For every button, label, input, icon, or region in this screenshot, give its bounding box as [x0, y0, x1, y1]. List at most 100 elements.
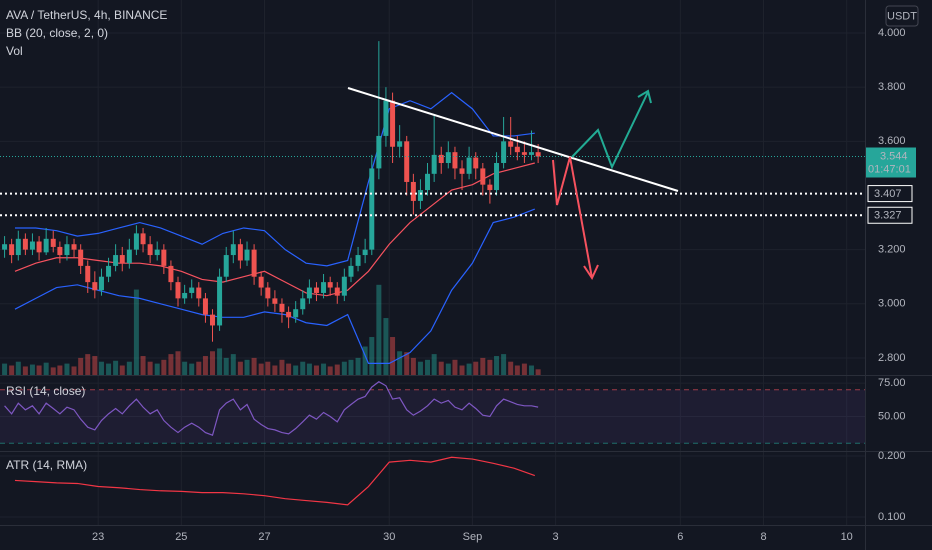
volume-bar: [85, 354, 91, 375]
volume-bar: [452, 359, 458, 375]
volume-bar: [168, 354, 174, 375]
y-tick-label: 75.00: [878, 377, 906, 389]
volume-bar: [487, 359, 493, 375]
candle-body: [57, 246, 63, 256]
y-tick-label: 50.00: [878, 410, 906, 422]
candle-body: [36, 241, 42, 253]
bb-upper: [14, 91, 535, 267]
volume-bar: [64, 363, 70, 375]
candle-body: [313, 287, 319, 293]
candle-body: [43, 238, 49, 253]
x-tick-label: 30: [383, 531, 395, 543]
volume-bar: [15, 361, 21, 375]
candle-body: [286, 311, 292, 318]
volume-bar: [466, 363, 472, 375]
volume-bar: [501, 354, 507, 375]
volume-bar: [438, 361, 444, 375]
volume-bar: [514, 365, 520, 375]
volume-bar: [126, 361, 132, 375]
arrow-head: [583, 264, 599, 281]
bb-basis: [14, 162, 535, 297]
candle-body: [168, 265, 174, 283]
candle-body: [175, 282, 181, 299]
symbol-title: AVA / TetherUS, 4h, BINANCE: [6, 8, 167, 22]
candle-body: [113, 255, 119, 266]
candle-body: [196, 287, 202, 299]
volume-bar: [154, 363, 160, 375]
candle-body: [417, 190, 423, 201]
currency-box[interactable]: [885, 5, 919, 27]
candle-body: [293, 309, 299, 318]
volume-bar: [508, 361, 514, 375]
candle-body: [210, 314, 216, 326]
level-label-box: [867, 206, 913, 224]
volume-bar: [300, 361, 306, 375]
volume-bar: [78, 357, 84, 375]
volume-bar: [2, 363, 8, 375]
volume-bar: [217, 348, 223, 375]
candle-body: [29, 241, 35, 250]
candle-body: [404, 141, 410, 182]
candle-body: [438, 154, 444, 163]
candle-body: [501, 141, 507, 163]
volume-bar: [383, 318, 389, 375]
y-tick-label: 2.800: [878, 352, 906, 364]
candle-body: [71, 244, 77, 250]
vol-legend: Vol: [6, 44, 23, 58]
bear-scenario-arrow: [552, 156, 593, 279]
candle-body: [376, 135, 382, 169]
y-tick-label: 3.600: [878, 135, 906, 147]
indicator-line: [4, 381, 539, 437]
x-tick-label: 27: [258, 531, 270, 543]
candle-body: [251, 249, 257, 277]
volume-bar: [313, 365, 319, 375]
marks: [0, 41, 865, 506]
candle-body: [50, 238, 56, 247]
volume-bar: [71, 366, 77, 375]
rsi-band: [0, 389, 865, 444]
volume-bar: [230, 354, 236, 375]
volume-bar: [286, 363, 292, 375]
candle-body: [334, 287, 340, 296]
volume-bar: [98, 361, 104, 375]
volume-bar: [258, 363, 264, 375]
candle-body: [237, 244, 243, 261]
volume-bar: [334, 364, 340, 375]
volume-bar: [327, 366, 333, 375]
candle-body: [223, 255, 229, 277]
volume-bar: [348, 359, 354, 375]
candle-body: [189, 287, 195, 293]
candle-body: [321, 282, 327, 293]
y-tick-label: 3.800: [878, 81, 906, 93]
candle-body: [279, 303, 285, 312]
candle-body: [217, 276, 223, 326]
volume-bar: [43, 362, 49, 375]
candle-body: [265, 287, 271, 299]
candle-body: [140, 233, 146, 245]
candle-body: [92, 282, 98, 291]
candle-body: [78, 249, 84, 266]
candle-body: [119, 255, 125, 264]
x-tick-label: 10: [841, 531, 853, 543]
volume-bar: [376, 284, 382, 375]
indicator-line: [14, 456, 536, 506]
candle-body: [9, 244, 15, 256]
volume-bar: [223, 357, 229, 375]
candle-body: [126, 249, 132, 264]
volume-bar: [445, 363, 451, 375]
atr-legend: ATR (14, RMA): [6, 458, 87, 472]
last-price: 3.544: [880, 150, 908, 162]
candle-body: [300, 298, 306, 310]
candle-body: [480, 168, 486, 185]
candle-body: [431, 154, 437, 174]
candle-body: [306, 287, 312, 299]
candle-body: [85, 265, 91, 283]
volume-bar: [341, 361, 347, 375]
volume-bar: [106, 363, 112, 375]
volume-bar: [521, 363, 527, 375]
volume-bar: [528, 365, 534, 375]
level-label: 3.327: [874, 210, 902, 222]
candle-body: [390, 100, 396, 147]
candle-body: [466, 157, 472, 174]
